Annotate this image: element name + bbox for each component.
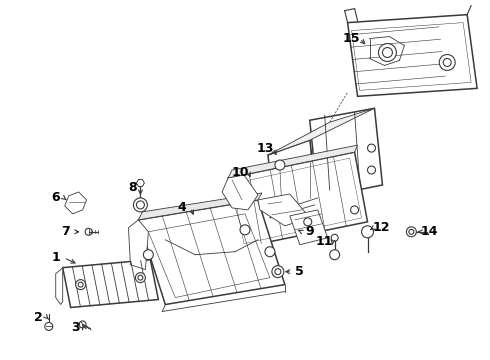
Text: 12: 12 — [373, 221, 390, 234]
Polygon shape — [65, 192, 87, 214]
Circle shape — [362, 226, 373, 238]
Circle shape — [383, 48, 392, 58]
Circle shape — [138, 275, 143, 280]
Text: 2: 2 — [34, 311, 43, 324]
Text: 4: 4 — [178, 201, 187, 215]
Polygon shape — [222, 175, 258, 210]
Polygon shape — [258, 194, 310, 226]
Circle shape — [409, 229, 414, 234]
Text: 3: 3 — [72, 321, 80, 334]
Text: 1: 1 — [51, 251, 60, 264]
Circle shape — [304, 218, 312, 226]
Text: 7: 7 — [61, 225, 70, 238]
Text: 13: 13 — [256, 141, 273, 155]
Text: 6: 6 — [51, 192, 60, 204]
Circle shape — [136, 201, 145, 209]
Circle shape — [275, 269, 281, 275]
Circle shape — [265, 247, 275, 257]
Circle shape — [331, 234, 338, 241]
Polygon shape — [290, 210, 328, 245]
Polygon shape — [268, 108, 374, 155]
Text: 11: 11 — [316, 235, 333, 248]
Polygon shape — [138, 200, 285, 305]
Circle shape — [75, 280, 86, 289]
Polygon shape — [310, 108, 383, 198]
Circle shape — [275, 160, 285, 170]
Circle shape — [135, 273, 146, 283]
Polygon shape — [128, 220, 148, 270]
Polygon shape — [228, 152, 368, 248]
Text: 15: 15 — [343, 32, 360, 45]
Circle shape — [368, 144, 375, 152]
Text: 10: 10 — [231, 166, 249, 179]
Circle shape — [368, 166, 375, 174]
Circle shape — [45, 323, 53, 330]
Circle shape — [439, 54, 455, 71]
Polygon shape — [347, 15, 477, 96]
Circle shape — [330, 250, 340, 260]
Text: 5: 5 — [295, 265, 304, 278]
Circle shape — [443, 58, 451, 67]
Text: 14: 14 — [420, 225, 438, 238]
Polygon shape — [136, 180, 145, 186]
Circle shape — [350, 206, 359, 214]
Text: 9: 9 — [305, 225, 314, 238]
Polygon shape — [138, 193, 262, 220]
Polygon shape — [56, 268, 63, 305]
Polygon shape — [228, 145, 358, 178]
Circle shape — [406, 227, 416, 237]
Text: 8: 8 — [128, 181, 137, 194]
Circle shape — [272, 266, 284, 278]
Polygon shape — [63, 260, 158, 307]
Polygon shape — [268, 140, 318, 212]
Circle shape — [85, 228, 92, 235]
Circle shape — [144, 250, 153, 260]
Circle shape — [240, 225, 250, 235]
Circle shape — [133, 198, 147, 212]
Circle shape — [78, 282, 83, 287]
Circle shape — [79, 321, 86, 328]
Circle shape — [378, 44, 396, 62]
